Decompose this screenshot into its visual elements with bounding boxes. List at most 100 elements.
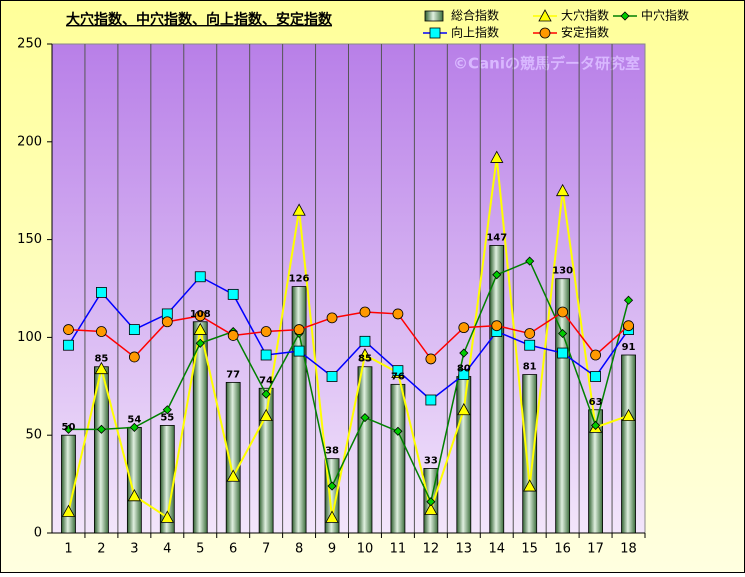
marker bbox=[623, 295, 634, 305]
marker bbox=[538, 9, 552, 22]
marker bbox=[260, 326, 272, 337]
marker bbox=[327, 481, 337, 491]
marker bbox=[226, 469, 240, 482]
bar bbox=[456, 376, 472, 534]
x-tick-label: 9 bbox=[328, 542, 336, 557]
marker bbox=[424, 502, 438, 515]
bar bbox=[588, 409, 603, 534]
line bbox=[68, 260, 630, 505]
marker bbox=[161, 316, 173, 328]
marker bbox=[458, 369, 470, 380]
marker bbox=[96, 287, 107, 298]
data-label: 33 bbox=[424, 455, 438, 466]
bar bbox=[357, 366, 373, 534]
data-label: 91 bbox=[622, 342, 636, 353]
legend-label: 中穴指数 bbox=[641, 8, 689, 23]
data-label: 55 bbox=[160, 412, 174, 423]
marker bbox=[591, 420, 601, 430]
marker bbox=[128, 351, 140, 363]
x-tick-label: 11 bbox=[390, 542, 407, 557]
y-tick-label: 50 bbox=[25, 428, 42, 443]
marker bbox=[393, 426, 403, 436]
y-tick-label: 200 bbox=[17, 134, 42, 149]
marker bbox=[359, 335, 371, 347]
marker bbox=[325, 510, 339, 523]
marker bbox=[261, 389, 271, 399]
y-tick-label: 0 bbox=[34, 526, 42, 541]
x-tick-label: 12 bbox=[423, 542, 440, 557]
bar bbox=[522, 374, 538, 534]
line bbox=[67, 157, 629, 520]
legend-label: 総合指数 bbox=[451, 8, 499, 23]
x-tick-label: 7 bbox=[262, 542, 270, 557]
marker bbox=[620, 11, 630, 21]
data-label: 85 bbox=[94, 354, 108, 365]
data-label: 126 bbox=[289, 274, 310, 285]
x-tick-label: 2 bbox=[97, 542, 105, 557]
marker bbox=[195, 338, 205, 348]
x-tick-label: 15 bbox=[521, 542, 538, 557]
marker bbox=[492, 270, 502, 280]
x-tick-label: 1 bbox=[64, 542, 72, 557]
marker bbox=[525, 256, 535, 266]
marker bbox=[360, 413, 370, 423]
marker bbox=[425, 394, 437, 406]
x-tick-label: 5 bbox=[196, 542, 204, 557]
bar bbox=[61, 434, 76, 534]
marker bbox=[194, 271, 206, 283]
marker bbox=[558, 328, 568, 339]
marker bbox=[555, 183, 570, 197]
marker bbox=[623, 320, 634, 332]
marker bbox=[162, 405, 172, 415]
data-label: 63 bbox=[589, 397, 603, 408]
bar bbox=[390, 383, 406, 534]
bar bbox=[291, 286, 307, 534]
marker bbox=[326, 312, 338, 324]
marker bbox=[458, 322, 470, 334]
marker bbox=[129, 422, 139, 432]
legend-label: 向上指数 bbox=[451, 25, 499, 40]
data-label: 74 bbox=[259, 375, 273, 386]
marker bbox=[358, 348, 372, 361]
marker bbox=[63, 339, 74, 351]
marker bbox=[425, 353, 437, 365]
y-tick-label: 250 bbox=[17, 37, 42, 52]
x-tick-label: 14 bbox=[488, 542, 505, 557]
marker bbox=[260, 349, 272, 361]
data-label: 80 bbox=[457, 364, 471, 375]
chart-title: 大穴指数、中穴指数、向上指数、安定指数 bbox=[66, 11, 333, 28]
x-tick-label: 6 bbox=[229, 542, 237, 557]
marker bbox=[557, 306, 569, 318]
marker bbox=[193, 322, 207, 335]
marker bbox=[194, 310, 206, 322]
marker bbox=[491, 320, 503, 332]
marker bbox=[590, 349, 601, 361]
bar bbox=[489, 245, 505, 534]
x-tick-label: 13 bbox=[456, 542, 473, 557]
data-label: 38 bbox=[325, 446, 339, 457]
marker bbox=[127, 489, 142, 502]
marker bbox=[490, 150, 504, 163]
data-label: 81 bbox=[523, 362, 537, 373]
marker bbox=[227, 288, 239, 300]
marker bbox=[392, 308, 404, 320]
marker bbox=[590, 371, 601, 382]
marker bbox=[61, 504, 76, 517]
marker bbox=[326, 371, 338, 382]
data-label: 147 bbox=[486, 232, 507, 243]
y-tick-label: 100 bbox=[17, 330, 42, 345]
marker bbox=[459, 348, 469, 358]
x-tick-label: 18 bbox=[620, 542, 637, 557]
x-tick-label: 3 bbox=[130, 542, 138, 557]
marker bbox=[96, 424, 106, 434]
bar bbox=[258, 387, 274, 534]
legend-label: 安定指数 bbox=[561, 25, 609, 40]
data-label: 130 bbox=[552, 266, 573, 277]
legend-swatch bbox=[424, 10, 444, 22]
marker bbox=[94, 361, 109, 375]
data-label: 85 bbox=[358, 354, 372, 365]
x-tick-label: 4 bbox=[163, 542, 171, 557]
marker bbox=[160, 510, 174, 523]
marker bbox=[96, 326, 107, 337]
